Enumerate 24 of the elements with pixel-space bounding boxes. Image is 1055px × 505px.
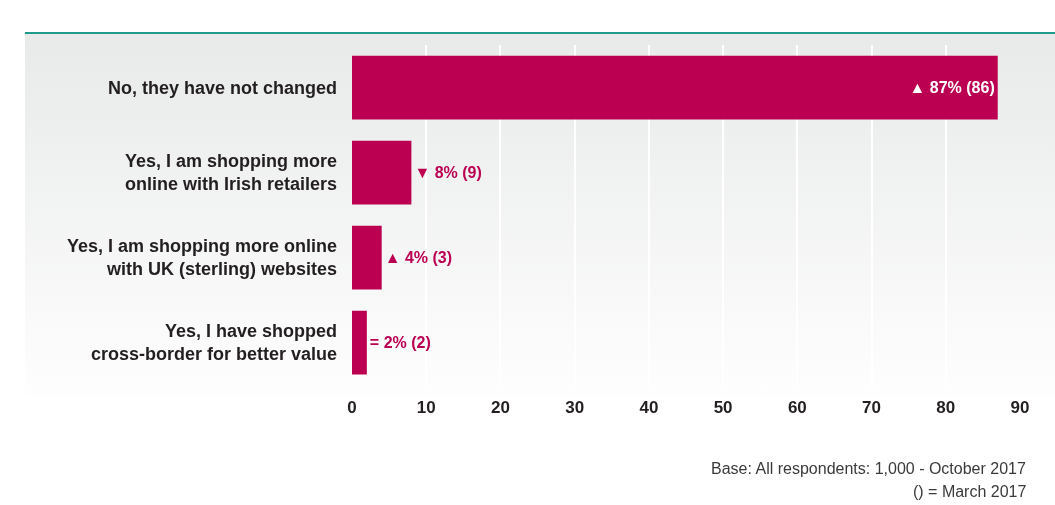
bar (352, 140, 412, 205)
x-tick-label: 60 (787, 398, 807, 417)
data-label: = 2% (2) (369, 334, 431, 352)
data-label: ▲ 87% (86) (909, 79, 995, 97)
x-tick-label: 50 (713, 398, 733, 417)
bar (352, 310, 367, 375)
x-tick-label: 20 (490, 398, 510, 417)
bar (352, 55, 998, 120)
y-tick-label: Yes, I am shopping more online with Irish retailers (124, 151, 337, 195)
y-tick-label: Yes, I have shopped cross-border for better value (90, 321, 337, 365)
x-tick-label: 30 (565, 398, 585, 417)
x-tick-label: 40 (639, 398, 659, 417)
text: () = March 2017 (913, 483, 1027, 500)
y-tick-label: Yes, I am shopping more online with UK (sterling) websites (66, 236, 337, 280)
x-tick-label: 70 (862, 398, 882, 417)
x-tick-label: 0 (347, 398, 357, 417)
text: Base: All respondents: 1,000 - October 2017 (711, 460, 1026, 477)
y-tick-label: No, they have not changed (107, 77, 337, 98)
data-label: ▲ 4% (3) (384, 249, 453, 267)
bar (352, 225, 382, 290)
x-tick-label: 10 (416, 398, 436, 417)
x-tick-label: 80 (936, 398, 956, 417)
x-tick-label: 90 (1010, 398, 1030, 417)
data-label: ▼ 8% (9) (414, 164, 482, 182)
